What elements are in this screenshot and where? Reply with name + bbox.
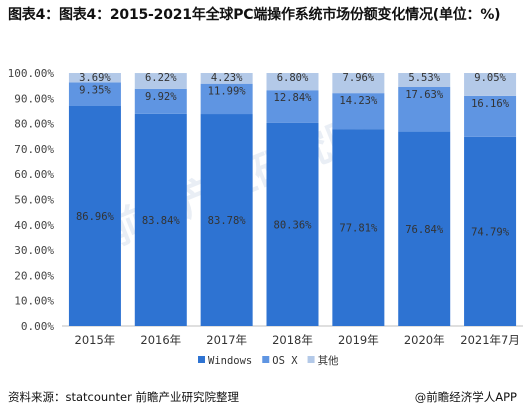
data-label: 77.81%: [339, 223, 378, 235]
bar-segment-3: [134, 73, 187, 89]
y-tick-label: 0.00%: [21, 320, 54, 333]
y-tick-label: 50.00%: [14, 194, 54, 207]
data-label: 11.99%: [208, 86, 247, 98]
bar-segment-1: [464, 136, 517, 326]
legend-swatch-3: [307, 356, 315, 363]
bar-segment-3: [266, 73, 319, 91]
bar-segment-2: [134, 88, 187, 114]
data-label: 83.84%: [142, 215, 181, 227]
bar-segment-2: [332, 93, 385, 130]
bar-segment-1: [332, 129, 385, 326]
data-label: 80.36%: [274, 219, 313, 231]
bar-segment-2: [200, 83, 253, 115]
y-tick-label: 40.00%: [14, 219, 54, 232]
data-label: 86.96%: [76, 211, 115, 223]
data-label: 5.53%: [408, 72, 440, 84]
legend-swatch-2: [262, 356, 270, 363]
y-tick-label: 10.00%: [14, 295, 54, 308]
data-label: 14.23%: [339, 95, 378, 107]
x-tick-label: 2016年: [140, 333, 181, 347]
bar-segment-1: [134, 113, 187, 326]
y-tick-label: 90.00%: [14, 92, 54, 105]
x-tick-label: 2019年: [338, 333, 379, 347]
bar-segment-3: [200, 73, 253, 84]
y-tick-label: 20.00%: [14, 269, 54, 282]
bar-segment-2: [266, 90, 319, 123]
bar-segment-1: [68, 105, 121, 326]
y-tick-label: 100.00%: [8, 67, 55, 80]
data-label: 76.84%: [405, 224, 444, 236]
bar-segment-2: [464, 95, 517, 137]
y-tick-label: 30.00%: [14, 244, 54, 257]
data-label: 17.63%: [405, 89, 444, 101]
bar-segment-3: [398, 73, 451, 87]
data-label: 6.22%: [145, 72, 177, 84]
bar-segment-2: [398, 86, 451, 132]
bar-segment-3: [68, 73, 121, 83]
brand-credit: @前瞻经济学人APP: [414, 390, 517, 404]
x-tick-label: 2015年: [75, 333, 116, 347]
data-label: 6.80%: [277, 72, 309, 84]
y-tick-label: 70.00%: [14, 143, 54, 156]
x-tick-label: 2020年: [404, 333, 445, 347]
legend-label: 其他: [318, 354, 339, 367]
legend-label: OS X: [272, 355, 298, 367]
y-tick-label: 80.00%: [14, 118, 54, 131]
bar-segment-2: [68, 82, 121, 106]
y-tick-label: 60.00%: [14, 168, 54, 181]
data-label: 9.92%: [145, 91, 177, 103]
bar-segment-3: [464, 73, 517, 96]
data-label: 4.23%: [211, 72, 243, 84]
x-tick-label: 2017年: [206, 333, 247, 347]
bar-segment-3: [332, 73, 385, 94]
legend-label: Windows: [208, 355, 252, 367]
data-label: 9.35%: [79, 84, 111, 96]
x-tick-label: 2018年: [272, 333, 313, 347]
chart-title: 图表4：图表4：2015-2021年全球PC端操作系统市场份额变化情况(单位：%…: [8, 7, 501, 23]
legend-swatch-1: [198, 356, 205, 363]
data-label: 7.96%: [343, 72, 375, 84]
data-label: 83.78%: [208, 215, 247, 227]
data-label: 12.84%: [274, 92, 313, 104]
data-label: 9.05%: [474, 72, 506, 84]
x-tick-label: 2021年7月: [460, 333, 520, 347]
bar-segment-1: [266, 122, 319, 326]
bar-segment-1: [398, 131, 451, 326]
source-note: 资料来源：statcounter 前瞻产业研究院整理: [8, 390, 239, 404]
data-label: 74.79%: [471, 226, 510, 238]
bar-segment-1: [200, 114, 253, 327]
data-label: 3.69%: [79, 72, 111, 84]
data-label: 16.16%: [471, 98, 510, 110]
